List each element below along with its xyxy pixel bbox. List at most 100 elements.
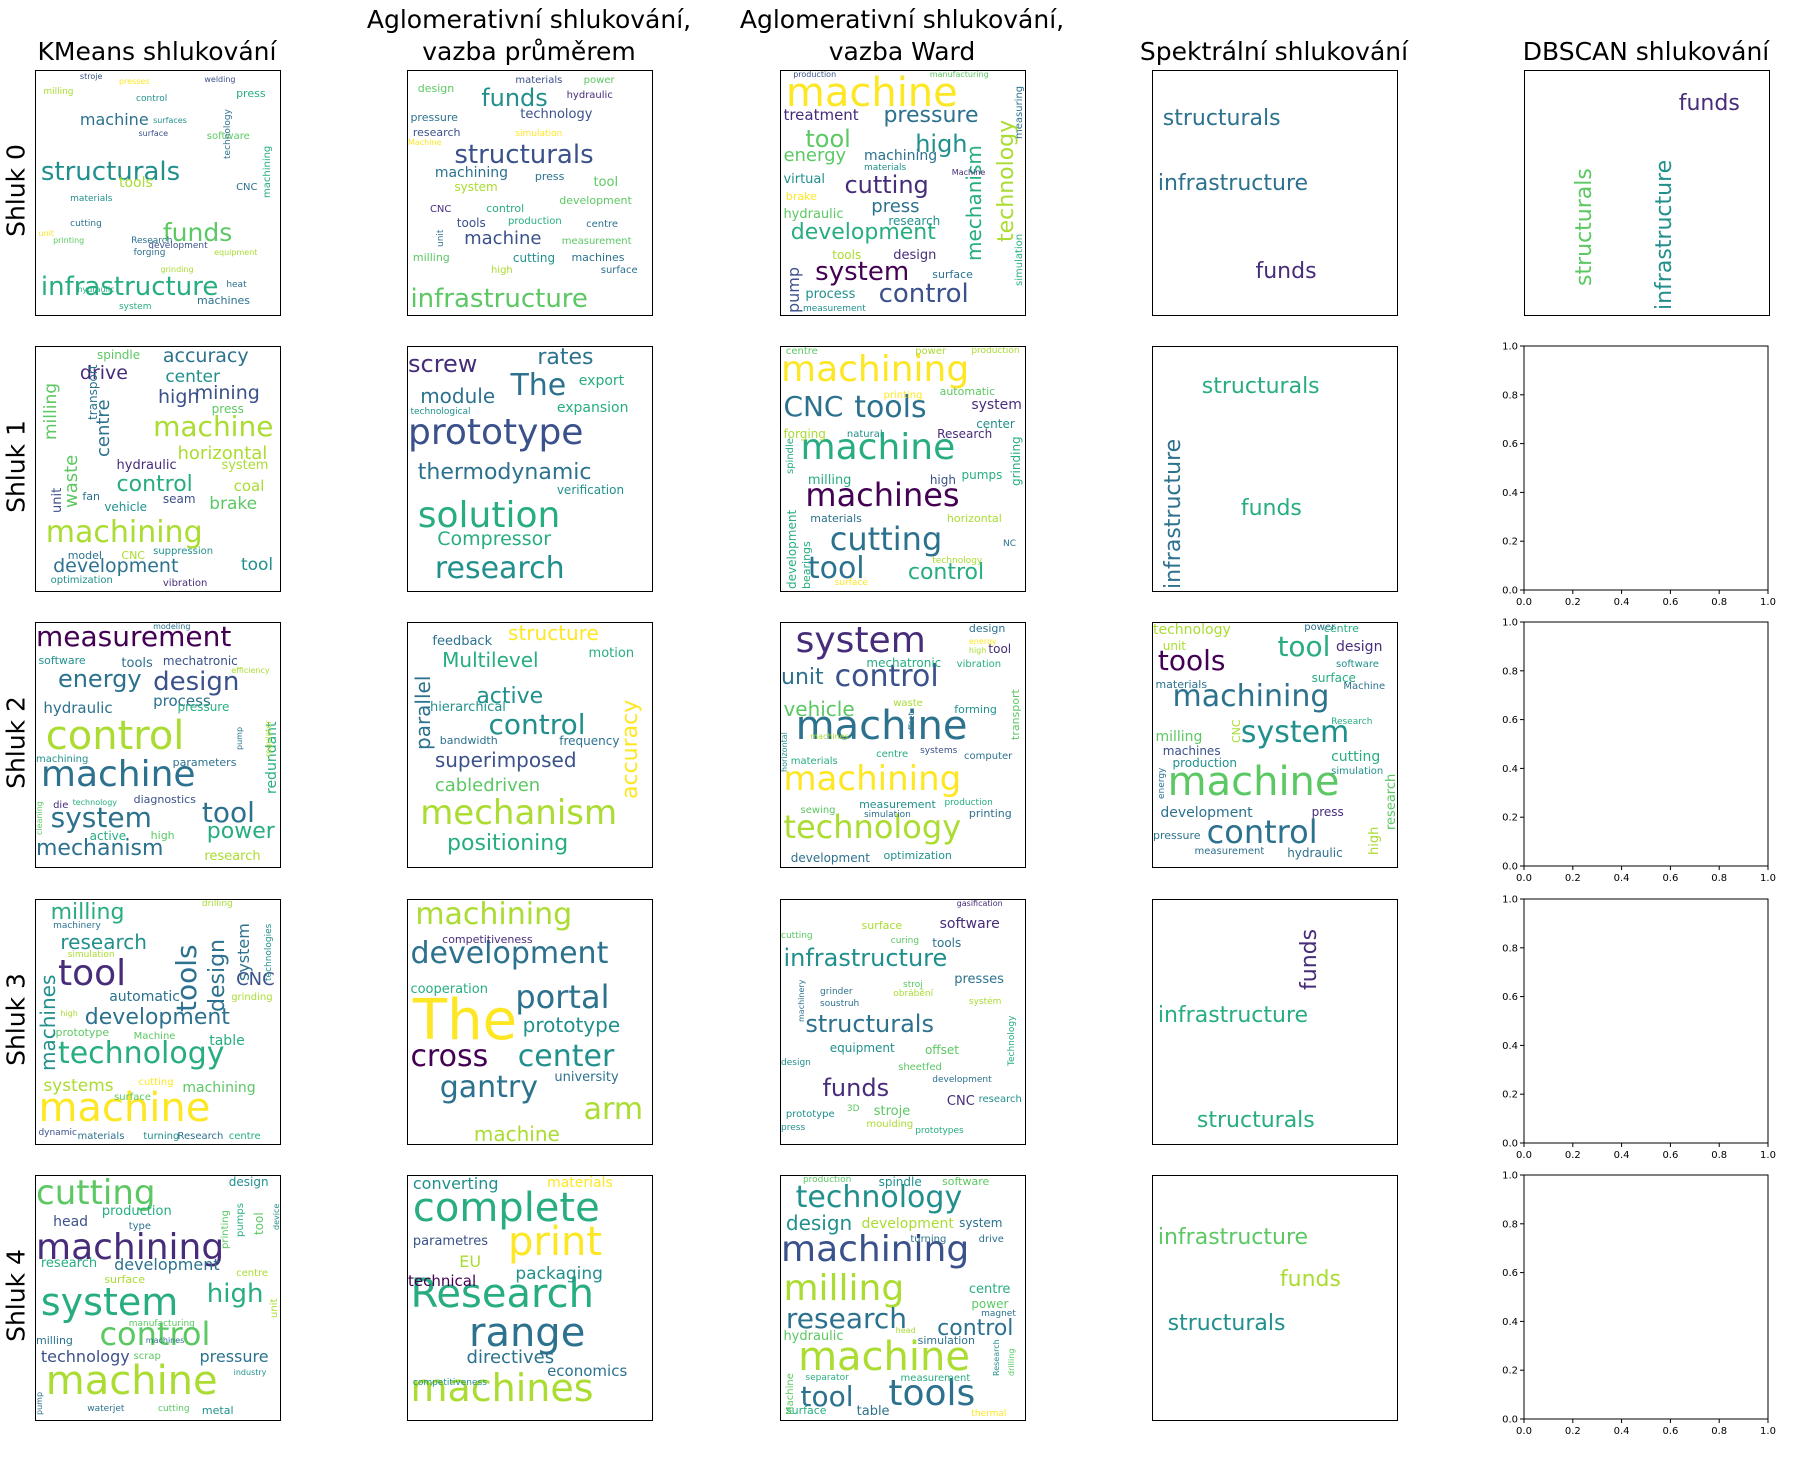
cloud-word: converting [412, 1175, 499, 1193]
cloud-word: research [785, 1302, 908, 1336]
cloud-word: accuracy [618, 699, 644, 799]
cloud-word: high [929, 472, 956, 487]
cloud-word: machine [1167, 759, 1340, 806]
x-tick-label: 0.6 [1662, 873, 1678, 884]
cloud-word: machine [473, 1122, 560, 1145]
cloud-word: competitiveness [442, 933, 533, 947]
cloud-word: measurement [802, 304, 866, 315]
cloud-word: control [136, 94, 168, 105]
cloud-word: CNC [783, 390, 844, 424]
cloud-word: manufacturing [128, 1318, 195, 1329]
cloud-word: technology [40, 1347, 130, 1367]
cloud-word: manufacturing [929, 70, 989, 79]
cloud-word: magnet [981, 1309, 1016, 1320]
cloud-word: infrastructure [1157, 171, 1309, 197]
cloud-word: unit [781, 664, 824, 690]
cloud-word: infrastructure [1160, 438, 1186, 589]
cloud-word: tool [988, 641, 1012, 656]
cloud-word: complete [412, 1185, 600, 1232]
cloud-word: machines [810, 731, 849, 741]
cloud-word: infrastructure [783, 944, 948, 973]
cloud-word: high [206, 1278, 264, 1309]
cloud-word: milling [412, 250, 450, 264]
cloud-word: research [1383, 774, 1398, 831]
cloud-word: funds [1255, 259, 1317, 285]
cloud-word: infrastructure [1652, 159, 1678, 311]
cloud-word: development [932, 1074, 992, 1085]
cloud-word: systems [43, 1076, 114, 1097]
empty-axes: 0.00.0 0.2 0.2 0.4 0.4 0.6 0.6 0.8 0.8 1.0 1.0 [1502, 618, 1776, 885]
cloud-word: cutting [1331, 748, 1381, 765]
cloud-word: module [420, 384, 496, 409]
cloud-word: surface [861, 918, 903, 932]
row-label: Shluk 2 [1, 696, 31, 789]
cloud-word: development [861, 1216, 954, 1233]
cloud-word: high [915, 130, 968, 158]
axes-frame [1523, 345, 1769, 591]
cloud-word: separator [805, 1372, 849, 1383]
cloud-word: unit [436, 229, 447, 247]
cloud-word: table [209, 1033, 245, 1050]
cloud-word: machines [805, 475, 960, 514]
cloud-word: center [517, 1038, 615, 1074]
cloud-word: development [84, 1005, 230, 1031]
cloud-word: materials [70, 194, 113, 205]
cloud-word: optimization [50, 575, 113, 587]
cloud-word: presses [118, 77, 150, 87]
cloud-word: CNC [121, 548, 145, 562]
cloud-word: technological [410, 407, 471, 417]
cloud-word: model [67, 548, 102, 562]
cloud-word: offset [906, 712, 916, 736]
cloud-word: active [476, 684, 544, 710]
cloud-word: machine [785, 70, 958, 117]
cloud-word: drilling [1006, 1348, 1016, 1377]
cloud-word: parametres [412, 1233, 488, 1249]
cloud-word: hydraulic [43, 699, 113, 718]
x-tick-label: 1.0 [1760, 1426, 1776, 1437]
cloud-word: stroje [873, 1103, 911, 1119]
y-tick-label: 0.8 [1502, 1219, 1518, 1230]
cloud-word: centre [785, 346, 818, 357]
x-tick-label: 0.6 [1662, 597, 1678, 608]
column-title: Spektrální shlukování [1139, 37, 1409, 66]
cloud-word: economics [547, 1361, 628, 1380]
cloud-word: development [790, 220, 936, 246]
cloud-word: print [508, 1219, 603, 1266]
y-tick-label: 0.0 [1502, 1415, 1518, 1426]
wordcloud-panel: structurals infrastructure funds machine too… [35, 70, 281, 316]
cloud-word: technical [408, 1271, 477, 1290]
cloud-word: hydraulic [1287, 846, 1343, 861]
cloud-word: software [38, 653, 86, 667]
cloud-word: hydraulic [116, 458, 177, 474]
axes-frame [1523, 621, 1769, 867]
cloud-word: structurals [40, 156, 181, 187]
cloud-word: technology [783, 807, 962, 846]
cloud-word: press [211, 402, 244, 417]
cloud-word: production [1172, 756, 1237, 771]
x-tick-label: 1.0 [1760, 873, 1776, 884]
cloud-word: power [1304, 622, 1336, 633]
cloud-word: research [434, 551, 565, 587]
cloud-word: range [469, 1309, 586, 1356]
cloud-word: development [559, 194, 632, 208]
cloud-word: design [153, 667, 240, 698]
y-tick-label: 1.0 [1502, 895, 1518, 906]
x-tick-label: 0.8 [1711, 597, 1727, 608]
y-tick-label: 0.6 [1502, 992, 1518, 1003]
y-tick-label: 0.0 [1502, 586, 1518, 597]
cloud-word: tool [201, 795, 255, 829]
cloud-word: machine [153, 409, 274, 443]
wordcloud-panel: system machine machining technology control u… [780, 622, 1026, 868]
cloud-word: design [417, 82, 455, 96]
cloud-word: high [1366, 826, 1382, 855]
cloud-word: computer [964, 751, 1013, 763]
cloud-word: system [50, 800, 152, 834]
cloud-word: forging [133, 248, 166, 259]
cloud-word: machines [145, 1336, 185, 1346]
cloud-word: hydraulic [77, 284, 115, 294]
cloud-word: prototype [55, 1025, 110, 1039]
cloud-word: accuracy [162, 346, 249, 367]
cloud-word: hierarchical [429, 700, 506, 716]
cloud-word: portal [515, 977, 610, 1016]
cloud-word: printing [220, 1210, 232, 1250]
